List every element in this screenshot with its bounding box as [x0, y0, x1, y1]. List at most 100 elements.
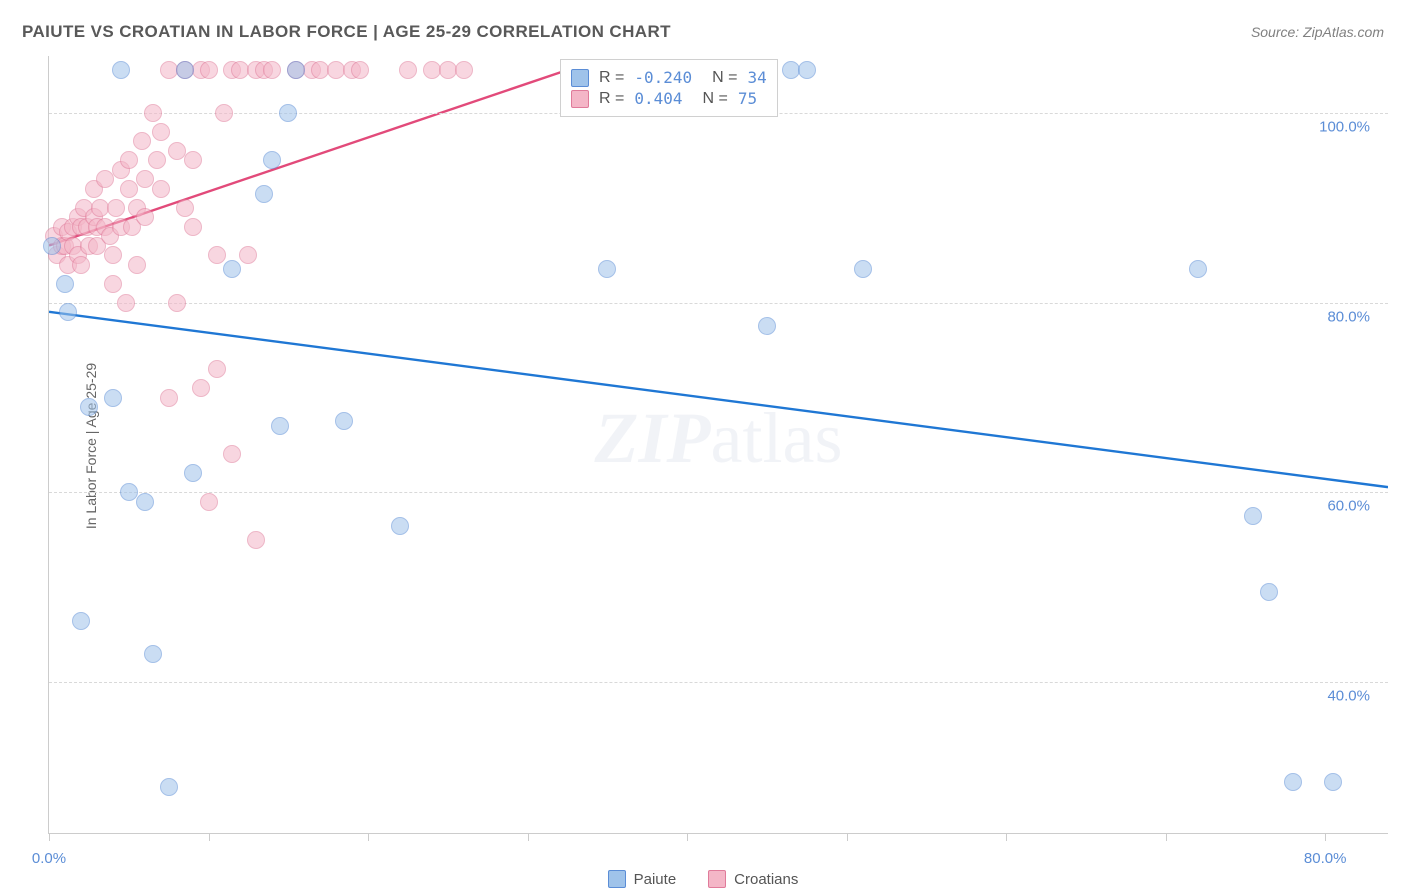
- scatter-point: [144, 104, 162, 122]
- x-tick-label: 0.0%: [32, 850, 66, 867]
- scatter-point: [59, 303, 77, 321]
- y-tick-label: 80.0%: [1327, 308, 1370, 325]
- scatter-point: [1260, 583, 1278, 601]
- legend-swatch: [608, 870, 626, 888]
- scatter-point: [160, 778, 178, 796]
- correlation-stats-box: R =-0.240N =34R = 0.404N =75: [560, 59, 778, 117]
- gridline: [49, 492, 1388, 493]
- scatter-point: [223, 445, 241, 463]
- chart-source: Source: ZipAtlas.com: [1251, 24, 1384, 40]
- scatter-point: [160, 389, 178, 407]
- scatter-point: [120, 180, 138, 198]
- x-tick: [1166, 833, 1167, 841]
- scatter-point: [798, 61, 816, 79]
- scatter-point: [176, 61, 194, 79]
- scatter-point: [192, 379, 210, 397]
- scatter-point: [263, 151, 281, 169]
- scatter-point: [247, 531, 265, 549]
- scatter-point: [107, 199, 125, 217]
- scatter-point: [391, 517, 409, 535]
- scatter-point: [255, 185, 273, 203]
- scatter-point: [399, 61, 417, 79]
- x-tick: [1325, 833, 1326, 841]
- scatter-point: [136, 493, 154, 511]
- x-tick: [1006, 833, 1007, 841]
- scatter-point: [1244, 507, 1262, 525]
- scatter-point: [148, 151, 166, 169]
- chart-title: PAIUTE VS CROATIAN IN LABOR FORCE | AGE …: [22, 22, 671, 42]
- watermark: ZIPatlas: [595, 396, 843, 479]
- scatter-point: [184, 464, 202, 482]
- scatter-point: [104, 389, 122, 407]
- stats-n-value: 34: [747, 68, 766, 87]
- scatter-point: [112, 61, 130, 79]
- scatter-point: [56, 275, 74, 293]
- x-tick: [528, 833, 529, 841]
- x-tick: [49, 833, 50, 841]
- trend-lines: [49, 56, 1388, 833]
- scatter-point: [184, 218, 202, 236]
- gridline: [49, 303, 1388, 304]
- scatter-point: [1284, 773, 1302, 791]
- scatter-point: [72, 612, 90, 630]
- scatter-point: [455, 61, 473, 79]
- scatter-point: [133, 132, 151, 150]
- stats-r-value: 0.404: [634, 89, 682, 108]
- scatter-plot: ZIPatlas 40.0%60.0%80.0%100.0%0.0%80.0%: [48, 56, 1388, 834]
- scatter-point: [144, 645, 162, 663]
- scatter-point: [176, 199, 194, 217]
- scatter-point: [287, 61, 305, 79]
- scatter-point: [136, 208, 154, 226]
- stats-r-value: -0.240: [634, 68, 692, 87]
- y-tick-label: 40.0%: [1327, 688, 1370, 705]
- scatter-point: [128, 256, 146, 274]
- scatter-point: [200, 493, 218, 511]
- x-tick: [847, 833, 848, 841]
- stats-swatch: [571, 90, 589, 108]
- scatter-point: [43, 237, 61, 255]
- chart-header: PAIUTE VS CROATIAN IN LABOR FORCE | AGE …: [22, 18, 1384, 46]
- scatter-point: [152, 180, 170, 198]
- stats-r-label: R =: [599, 90, 624, 108]
- scatter-point: [200, 61, 218, 79]
- x-tick: [368, 833, 369, 841]
- stats-n-label: N =: [703, 90, 728, 108]
- scatter-point: [758, 317, 776, 335]
- x-tick-label: 80.0%: [1304, 850, 1347, 867]
- legend-item: Croatians: [708, 870, 798, 888]
- scatter-point: [335, 412, 353, 430]
- scatter-point: [351, 61, 369, 79]
- legend-item: Paiute: [608, 870, 677, 888]
- legend-label: Paiute: [634, 871, 677, 888]
- gridline: [49, 682, 1388, 683]
- stats-row: R = -0.240 N = 34: [571, 68, 767, 87]
- y-tick-label: 100.0%: [1319, 118, 1370, 135]
- stats-row: R = 0.404 N = 75: [571, 89, 767, 108]
- scatter-point: [120, 151, 138, 169]
- scatter-point: [215, 104, 233, 122]
- x-tick: [687, 833, 688, 841]
- scatter-point: [1324, 773, 1342, 791]
- scatter-point: [80, 398, 98, 416]
- scatter-point: [117, 294, 135, 312]
- legend: Paiute Croatians: [0, 870, 1406, 888]
- scatter-point: [104, 275, 122, 293]
- stats-n-label: N =: [712, 69, 737, 87]
- stats-n-value: 75: [738, 89, 757, 108]
- scatter-point: [223, 260, 241, 278]
- scatter-point: [152, 123, 170, 141]
- y-tick-label: 60.0%: [1327, 498, 1370, 515]
- scatter-point: [854, 260, 872, 278]
- scatter-point: [271, 417, 289, 435]
- scatter-point: [239, 246, 257, 264]
- scatter-point: [1189, 260, 1207, 278]
- scatter-point: [72, 256, 90, 274]
- scatter-point: [208, 246, 226, 264]
- stats-swatch: [571, 69, 589, 87]
- legend-swatch: [708, 870, 726, 888]
- scatter-point: [104, 246, 122, 264]
- scatter-point: [598, 260, 616, 278]
- scatter-point: [96, 170, 114, 188]
- stats-r-label: R =: [599, 69, 624, 87]
- scatter-point: [279, 104, 297, 122]
